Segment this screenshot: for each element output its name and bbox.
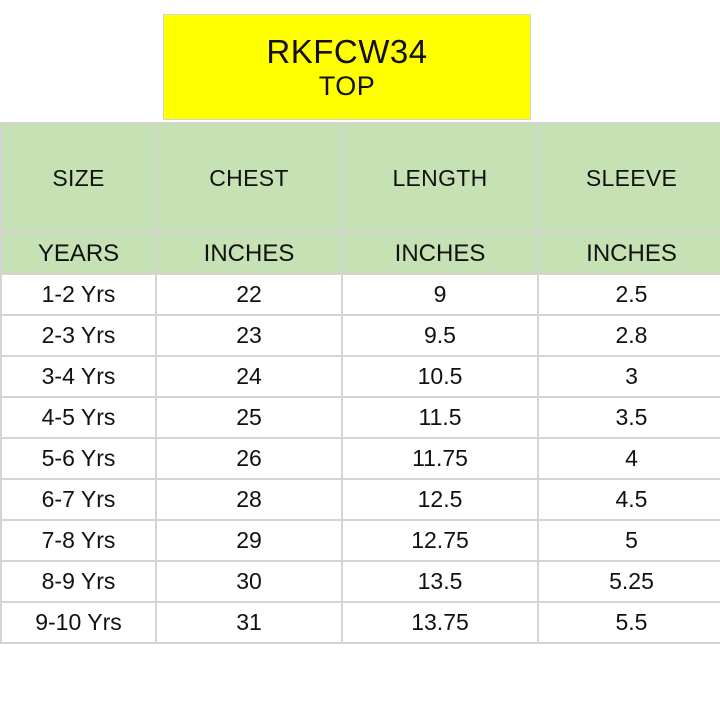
length-cell: 13.75 bbox=[341, 601, 539, 644]
size-cell: 3-4 Yrs bbox=[0, 355, 157, 398]
size-cell: 8-9 Yrs bbox=[0, 560, 157, 603]
size-cell: 1-2 Yrs bbox=[0, 273, 157, 316]
header-size: SIZE bbox=[0, 122, 157, 234]
sleeve-cell: 4 bbox=[537, 437, 720, 480]
size-cell: 5-6 Yrs bbox=[0, 437, 157, 480]
unit-length: INCHES bbox=[341, 232, 539, 275]
product-title-box: RKFCW34 TOP bbox=[163, 14, 531, 120]
length-cell: 11.5 bbox=[341, 396, 539, 439]
header-length: LENGTH bbox=[341, 122, 539, 234]
sleeve-cell: 2.5 bbox=[537, 273, 720, 316]
chest-cell: 25 bbox=[155, 396, 343, 439]
size-cell: 6-7 Yrs bbox=[0, 478, 157, 521]
table-row: 9-10 Yrs 31 13.75 5.5 bbox=[0, 601, 720, 644]
chest-cell: 26 bbox=[155, 437, 343, 480]
length-cell: 13.5 bbox=[341, 560, 539, 603]
chest-cell: 24 bbox=[155, 355, 343, 398]
sleeve-cell: 5.25 bbox=[537, 560, 720, 603]
length-cell: 9 bbox=[341, 273, 539, 316]
size-cell: 7-8 Yrs bbox=[0, 519, 157, 562]
size-cell: 4-5 Yrs bbox=[0, 396, 157, 439]
sleeve-cell: 5.5 bbox=[537, 601, 720, 644]
size-cell: 2-3 Yrs bbox=[0, 314, 157, 357]
size-cell: 9-10 Yrs bbox=[0, 601, 157, 644]
table-row: 5-6 Yrs 26 11.75 4 bbox=[0, 437, 720, 480]
table-row: 3-4 Yrs 24 10.5 3 bbox=[0, 355, 720, 398]
header-sleeve: SLEEVE bbox=[537, 122, 720, 234]
unit-chest: INCHES bbox=[155, 232, 343, 275]
length-cell: 11.75 bbox=[341, 437, 539, 480]
table-row: 6-7 Yrs 28 12.5 4.5 bbox=[0, 478, 720, 521]
length-cell: 12.5 bbox=[341, 478, 539, 521]
sleeve-cell: 2.8 bbox=[537, 314, 720, 357]
header-chest: CHEST bbox=[155, 122, 343, 234]
sleeve-cell: 4.5 bbox=[537, 478, 720, 521]
chest-cell: 23 bbox=[155, 314, 343, 357]
product-code: RKFCW34 bbox=[266, 33, 428, 70]
unit-sleeve: INCHES bbox=[537, 232, 720, 275]
table-row: 2-3 Yrs 23 9.5 2.8 bbox=[0, 314, 720, 357]
table-row: 1-2 Yrs 22 9 2.5 bbox=[0, 273, 720, 316]
length-cell: 12.75 bbox=[341, 519, 539, 562]
size-chart-table: SIZE CHEST LENGTH SLEEVE YEARS INCHES IN… bbox=[0, 122, 720, 644]
sleeve-cell: 3 bbox=[537, 355, 720, 398]
table-row: 4-5 Yrs 25 11.5 3.5 bbox=[0, 396, 720, 439]
chest-cell: 28 bbox=[155, 478, 343, 521]
chest-cell: 31 bbox=[155, 601, 343, 644]
sleeve-cell: 3.5 bbox=[537, 396, 720, 439]
sleeve-cell: 5 bbox=[537, 519, 720, 562]
chest-cell: 29 bbox=[155, 519, 343, 562]
length-cell: 10.5 bbox=[341, 355, 539, 398]
header-row: SIZE CHEST LENGTH SLEEVE bbox=[0, 122, 720, 234]
table-row: 8-9 Yrs 30 13.5 5.25 bbox=[0, 560, 720, 603]
product-type: TOP bbox=[318, 71, 376, 101]
chest-cell: 22 bbox=[155, 273, 343, 316]
length-cell: 9.5 bbox=[341, 314, 539, 357]
unit-row: YEARS INCHES INCHES INCHES bbox=[0, 232, 720, 275]
table-row: 7-8 Yrs 29 12.75 5 bbox=[0, 519, 720, 562]
chest-cell: 30 bbox=[155, 560, 343, 603]
unit-size: YEARS bbox=[0, 232, 157, 275]
